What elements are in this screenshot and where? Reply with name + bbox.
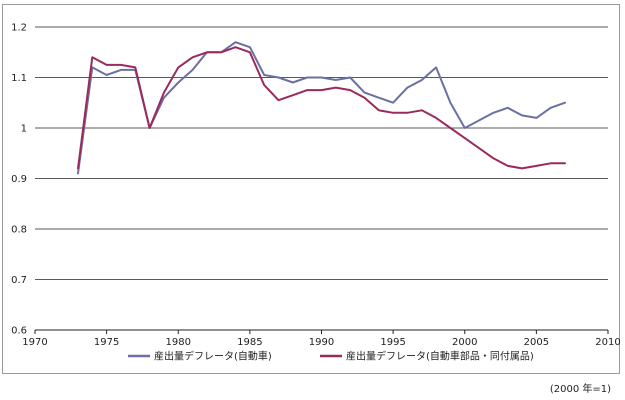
legend-label-0: 産出量デフレータ(自動車) <box>154 350 272 363</box>
x-tick-label: 1985 <box>237 337 262 348</box>
x-tick-label: 2000 <box>452 337 477 348</box>
y-tick-label: 0.9 <box>11 174 27 185</box>
y-axis-ticks: 0.6 0.7 0.8 0.9 1 1.1 1.2 <box>11 23 27 337</box>
x-tick-label: 2010 <box>595 337 620 348</box>
legend-label-1: 産出量デフレータ(自動車部品・同付属品) <box>346 350 534 363</box>
series-lines <box>77 41 566 175</box>
x-axis-ticks: 1970 1975 1980 1985 1990 1995 2000 2005 2010 <box>22 330 621 348</box>
x-tick-label: 1995 <box>380 337 405 348</box>
legend: 産出量デフレータ(自動車) 産出量デフレータ(自動車部品・同付属品) <box>128 350 534 363</box>
x-tick-label: 1970 <box>22 337 47 348</box>
y-tick-label: 1 <box>21 124 27 135</box>
unit-note: (2000 年=1) <box>549 384 611 395</box>
y-tick-label: 0.7 <box>11 275 27 286</box>
series-line-0 <box>77 41 566 175</box>
x-tick-label: 1975 <box>94 337 119 348</box>
y-tick-label: 0.8 <box>11 225 27 236</box>
x-tick-label: 1990 <box>309 337 334 348</box>
y-tick-label: 0.6 <box>11 326 27 337</box>
chart-frame <box>2 4 620 374</box>
x-tick-label: 1980 <box>166 337 191 348</box>
y-tick-label: 1.1 <box>11 73 27 84</box>
series-line-1 <box>77 46 566 170</box>
y-tick-label: 1.2 <box>11 23 27 34</box>
x-tick-label: 2005 <box>524 337 549 348</box>
